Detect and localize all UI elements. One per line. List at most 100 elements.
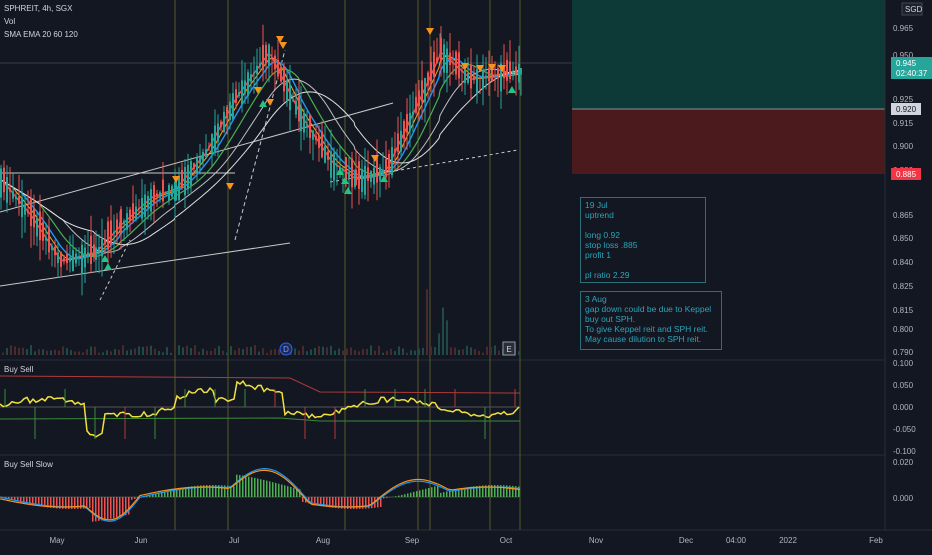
time-tick: Dec xyxy=(679,536,693,545)
candle-body xyxy=(42,222,44,240)
buysell-slow-legend[interactable]: Buy Sell Slow xyxy=(4,460,53,470)
candle-body xyxy=(509,62,511,79)
volume-bar xyxy=(310,349,312,355)
candle-body xyxy=(382,170,384,174)
candle-body xyxy=(250,74,252,81)
candle-body xyxy=(6,177,8,203)
svg-text:02:40:37: 02:40:37 xyxy=(896,69,928,78)
volume-bar xyxy=(138,346,140,355)
candle-body xyxy=(355,170,357,185)
candle-body xyxy=(217,124,219,142)
candle-body xyxy=(412,112,414,115)
volume-bar xyxy=(466,346,468,355)
candle-body xyxy=(259,63,261,66)
candle-body xyxy=(244,80,246,93)
candle-body xyxy=(202,152,204,162)
dividend-marker[interactable]: D xyxy=(280,343,292,355)
earnings-label: E xyxy=(506,345,511,354)
candle-body xyxy=(18,197,20,204)
slow-histogram-bar xyxy=(284,485,286,497)
slow-histogram-bar xyxy=(293,488,295,497)
buysell-legend[interactable]: Buy Sell xyxy=(4,365,33,375)
currency-button[interactable]: SGD xyxy=(902,3,923,15)
candle-body xyxy=(129,210,131,221)
slow-histogram-bar xyxy=(287,486,289,497)
ma-legend[interactable]: SMA EMA 20 60 120 xyxy=(4,30,78,40)
volume-bar xyxy=(114,349,116,355)
buysell-tick: -0.050 xyxy=(893,425,916,434)
candle-body xyxy=(373,168,375,185)
candle-body xyxy=(418,90,420,106)
volume-bar xyxy=(370,345,372,355)
volume-bar xyxy=(194,345,196,355)
trade-note[interactable]: 19 Jul uptrend long 0.92 stop loss .885 … xyxy=(580,197,706,283)
slow-histogram-bar xyxy=(443,492,445,497)
candle-body xyxy=(315,136,317,140)
candle-body xyxy=(406,114,408,133)
candle-body xyxy=(171,186,173,197)
candle-body xyxy=(199,157,201,164)
volume-bar xyxy=(198,352,200,355)
volume-bar xyxy=(422,348,424,355)
volume-bar xyxy=(58,351,60,355)
volume-bar xyxy=(230,346,232,355)
volume-bar xyxy=(494,345,496,355)
candle-body xyxy=(211,134,213,153)
candle-body xyxy=(256,66,258,74)
earnings-marker[interactable]: E xyxy=(503,342,515,355)
volume-bar xyxy=(30,345,32,355)
candle-body xyxy=(78,256,80,257)
volume-bar xyxy=(518,351,520,355)
symbol-title[interactable]: SPHREIT, 4h, SGX xyxy=(4,4,72,14)
volume-bar xyxy=(102,352,104,355)
svg-text:SGD: SGD xyxy=(905,5,923,14)
candle-body xyxy=(90,236,92,264)
time-tick: 04:00 xyxy=(726,536,747,545)
candle-body xyxy=(81,245,83,274)
slow-histogram-bar xyxy=(116,497,118,517)
loss-zone xyxy=(572,109,885,174)
volume-bar xyxy=(254,345,256,355)
slow-histogram-bar xyxy=(281,485,283,497)
candle-body xyxy=(367,167,369,180)
slow-histogram-bar xyxy=(245,476,247,497)
candle-body xyxy=(515,66,517,74)
candle-body xyxy=(120,209,122,234)
candle-body xyxy=(388,154,390,170)
svg-text:0.945: 0.945 xyxy=(896,59,917,68)
time-tick: Jun xyxy=(135,536,148,545)
candle-body xyxy=(470,65,472,89)
candle-body xyxy=(289,84,291,110)
candle-body xyxy=(193,163,195,169)
slow-histogram-bar xyxy=(395,496,397,497)
candle-body xyxy=(178,176,180,200)
candle-body xyxy=(348,172,350,178)
candle-body xyxy=(208,146,210,147)
volume-bar xyxy=(122,345,124,355)
candle-body xyxy=(175,181,177,200)
slow-histogram-bar xyxy=(131,497,133,500)
volume-bar xyxy=(410,350,412,355)
volume-bar xyxy=(358,351,360,355)
dividend-label: D xyxy=(283,345,289,354)
candle-body xyxy=(306,125,308,126)
volume-bar xyxy=(338,349,340,355)
candle-body xyxy=(358,161,360,189)
volume-bar xyxy=(406,353,408,355)
candle-body xyxy=(205,149,207,157)
candle-body xyxy=(327,152,329,160)
volume-bar xyxy=(158,351,160,355)
candle-body xyxy=(75,254,77,264)
slow-histogram-bar xyxy=(92,497,94,522)
volume-bar xyxy=(258,351,260,355)
candle-body xyxy=(518,64,520,83)
volume-bar xyxy=(250,347,252,355)
candle-body xyxy=(150,189,152,211)
slow-histogram-bar xyxy=(248,477,250,497)
candle-body xyxy=(497,68,499,78)
volume-bar xyxy=(42,349,44,355)
slow-histogram-bar xyxy=(110,497,112,519)
gap-note[interactable]: 3 Aug gap down could be due to Keppel bu… xyxy=(580,291,722,350)
volume-legend[interactable]: Vol xyxy=(4,17,15,27)
